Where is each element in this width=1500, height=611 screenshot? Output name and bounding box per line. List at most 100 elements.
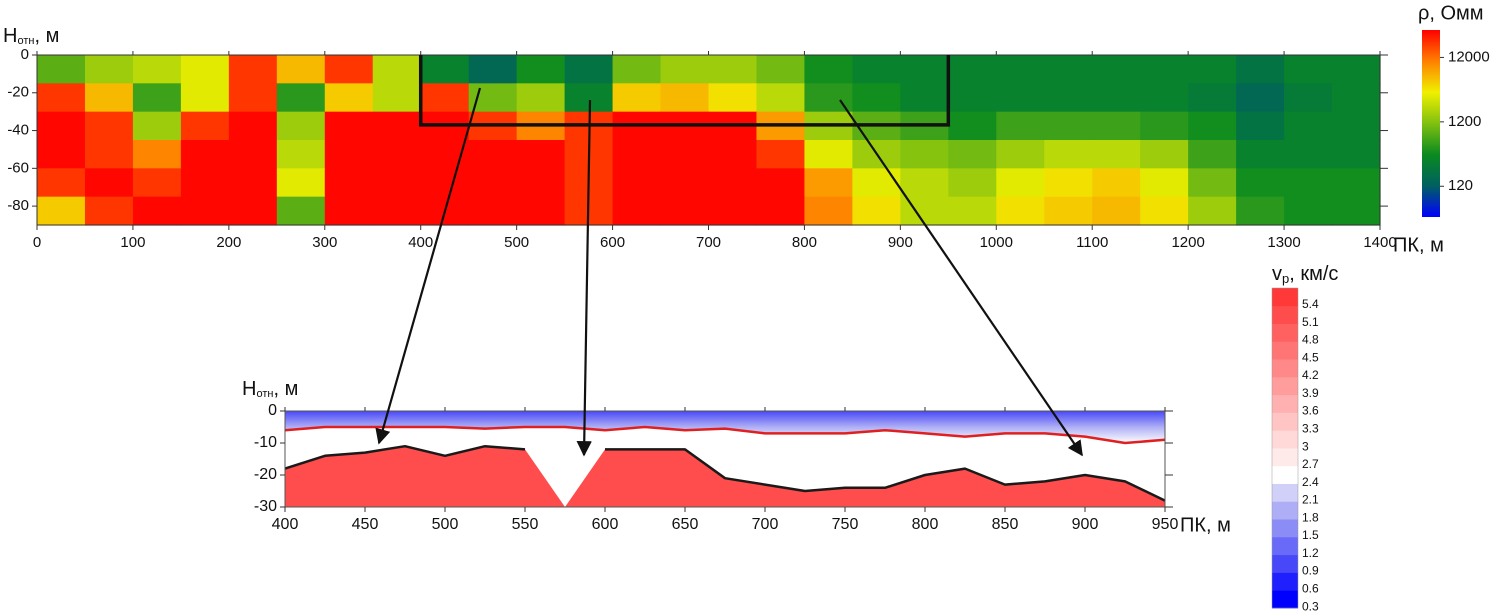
x-tick-label: 0 [33, 234, 41, 251]
y-tick-label: -60 [7, 159, 29, 176]
heat-cell [1236, 168, 1285, 198]
colorbar-tick-label: 12000 [1448, 48, 1490, 65]
heat-cell [1236, 111, 1285, 141]
y-tick-label: 0 [21, 46, 29, 63]
x-tick-label: 200 [216, 234, 241, 251]
heat-cell [1284, 196, 1333, 226]
colorbar-level [1272, 323, 1298, 342]
heat-cell [1188, 168, 1237, 198]
heat-cell [1092, 83, 1141, 113]
colorbar-level [1272, 519, 1298, 538]
heat-cell [756, 55, 806, 84]
colorbar-level-label: 1.8 [1302, 510, 1319, 524]
heat-cell [228, 140, 278, 169]
x-tick-label: 300 [312, 234, 337, 251]
heat-cell [37, 111, 86, 141]
colorbar-level [1272, 590, 1298, 609]
colorbar-level [1272, 359, 1298, 378]
heat-cell [708, 140, 758, 169]
y-axis-label: Hотн, м [3, 25, 59, 47]
colorbar-title: ρ, Омм [1418, 2, 1484, 24]
heat-cell [276, 168, 326, 198]
colorbar-tick-label: 120 [1448, 177, 1473, 194]
x-tick-label: 500 [432, 516, 459, 533]
heat-cell [37, 140, 86, 169]
heat-cell [1092, 168, 1141, 198]
heat-cell [468, 83, 518, 113]
heat-cell [372, 111, 422, 141]
heat-cell [276, 83, 326, 113]
heat-cell [996, 83, 1045, 113]
y-tick-label: -40 [7, 122, 29, 139]
heat-cell [228, 55, 278, 84]
heat-cell [1140, 55, 1189, 84]
contour-line [605, 448, 1166, 502]
heat-cell [612, 196, 662, 226]
heat-cell [84, 83, 134, 113]
heat-cell [1236, 55, 1285, 84]
heat-cell [948, 196, 997, 226]
heat-cell [1332, 55, 1381, 84]
x-tick-label: 600 [592, 516, 619, 533]
heat-cell [84, 140, 134, 169]
colorbar-title-main: v [1272, 263, 1282, 285]
heat-cell [1332, 83, 1381, 113]
y-tick-label: -80 [7, 197, 29, 214]
heat-cell [852, 196, 901, 226]
contour-line [284, 444, 526, 470]
x-tick-label: 400 [408, 234, 433, 251]
heat-cell [1044, 196, 1093, 226]
heat-cell [660, 83, 710, 113]
x-tick-label: 1100 [1076, 234, 1108, 251]
y-axis-label-sub: отн [256, 388, 273, 400]
heat-cell [1188, 111, 1237, 141]
heat-cell [132, 55, 182, 84]
heat-cell [37, 83, 86, 113]
x-tick-label: 650 [672, 516, 699, 533]
plot-frame [284, 410, 1166, 508]
heat-cell [1332, 140, 1381, 169]
heat-cell [660, 196, 710, 226]
heat-cell [1332, 196, 1381, 226]
x-tick-label: 1300 [1267, 234, 1300, 251]
heat-cell [468, 55, 518, 84]
heat-cell [468, 168, 518, 198]
colorbar-level [1272, 483, 1298, 502]
heat-cell [420, 83, 470, 113]
heat-cell [948, 111, 997, 141]
heat-cell [1044, 83, 1093, 113]
heat-cell [1092, 111, 1141, 141]
x-tick-label: 100 [120, 234, 145, 251]
heat-cell [660, 55, 710, 84]
colorbar-level-label: 2.4 [1302, 475, 1319, 489]
colorbar-frame [1271, 287, 1299, 609]
colorbar-level [1272, 288, 1298, 307]
colorbar-level-label: 0.3 [1302, 599, 1319, 611]
x-tick-label: 800 [792, 234, 817, 251]
heat-cell [132, 168, 182, 198]
heat-cell [948, 140, 997, 169]
y-tick-label: -20 [7, 84, 29, 101]
heat-cell [276, 140, 326, 169]
heat-cell [516, 140, 566, 169]
heat-cell [132, 140, 182, 169]
colorbar-level [1272, 376, 1298, 396]
heat-cell [996, 140, 1045, 169]
colorbar-level-label: 4.2 [1302, 368, 1319, 382]
heat-cell [612, 55, 662, 84]
heat-cell [132, 196, 182, 226]
x-tick-label: 800 [912, 516, 939, 533]
heat-cell [852, 83, 901, 113]
colorbar-level-label: 4.5 [1302, 350, 1319, 364]
heat-cell [852, 55, 901, 84]
heat-cell [900, 168, 949, 198]
heat-cell [228, 83, 278, 113]
colorbar-title-sub: p [1282, 271, 1289, 286]
heat-cell [1092, 55, 1141, 84]
heat-cell [1044, 111, 1093, 141]
heat-cell [372, 83, 422, 113]
heat-cell [1044, 140, 1093, 169]
heat-cell [84, 111, 134, 141]
contour-line [284, 425, 1166, 445]
colorbar-level-label: 3 [1302, 439, 1309, 453]
